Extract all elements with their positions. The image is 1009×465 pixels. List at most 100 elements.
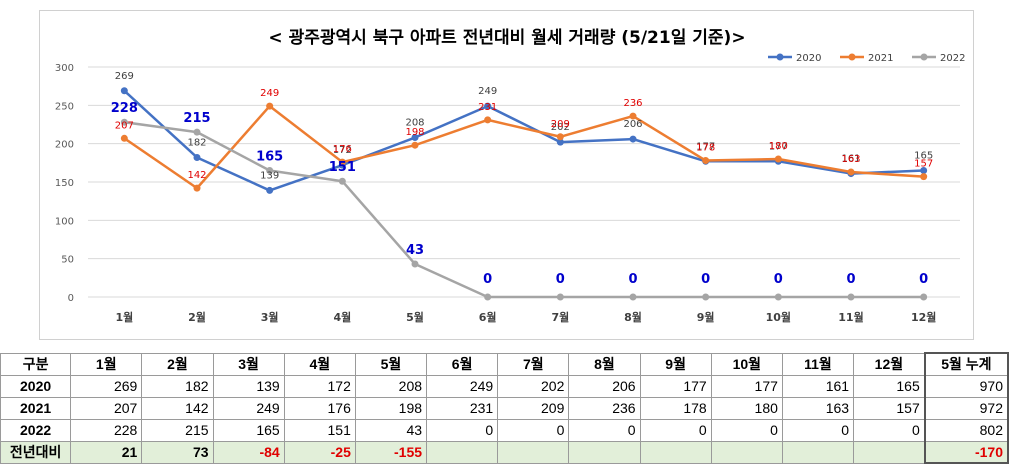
data-label-2022: 151 [329, 160, 356, 175]
y-tick-label: 200 [55, 140, 74, 151]
table-row: 2022 228 215 165 151 43 0 0 0 0 0 0 0 802 [0, 418, 1009, 442]
table-cell: 0 [497, 418, 570, 442]
table-cell: 249 [426, 374, 499, 398]
point-2022 [702, 293, 710, 301]
data-label-2020: 269 [115, 71, 134, 82]
point-2020 [411, 134, 419, 142]
point-2022 [484, 293, 492, 301]
table-cell [710, 440, 783, 464]
point-2022 [411, 260, 419, 268]
point-2021 [920, 173, 928, 181]
chart-panel: < 광주광역시 북구 아파트 전년대비 월세 거래량 (5/21일 기준)> 0 5… [39, 10, 974, 340]
data-label-2022: 0 [846, 272, 855, 287]
point-2021 [484, 116, 492, 124]
x-tick-label: 4월 [333, 310, 351, 324]
table-cell: 165 [212, 418, 285, 442]
table-cell: 207 [70, 396, 143, 420]
data-label-2020: 165 [914, 151, 933, 162]
table-cell: 0 [639, 418, 712, 442]
table-cell: 215 [141, 418, 214, 442]
x-tick-label: 8월 [624, 310, 642, 324]
series-line-2022 [124, 120, 924, 299]
row-label: 전년대비 [0, 440, 72, 464]
table-cell: 0 [781, 418, 855, 442]
table-cell: 151 [283, 418, 356, 442]
legend-label-2020: 2020 [796, 53, 821, 64]
table-header-cell: 9월 [639, 352, 712, 376]
x-tick-label: 6월 [479, 310, 497, 324]
point-2021 [266, 102, 274, 110]
table-cell: 0 [426, 418, 499, 442]
data-label-2021: 207 [115, 120, 134, 131]
x-tick-label: 11월 [838, 310, 863, 324]
x-tick-label: 3월 [261, 310, 279, 324]
point-2021 [556, 133, 564, 141]
point-2022 [774, 293, 782, 301]
point-2020 [629, 135, 637, 143]
row-label: 2020 [0, 374, 72, 398]
point-2020 [920, 167, 928, 174]
table-cell: 165 [853, 374, 926, 398]
table-cell: 73 [141, 440, 214, 464]
point-2022 [556, 293, 564, 301]
table-cell: 228 [70, 418, 143, 442]
data-label-2022: 0 [701, 272, 710, 287]
table-header-cell: 구분 [0, 352, 72, 376]
total-cell: -170 [923, 440, 1009, 464]
point-2021 [774, 155, 782, 163]
table-header-cell: 11월 [781, 352, 855, 376]
data-label-2022: 228 [111, 101, 138, 116]
table-cell: -155 [354, 440, 428, 464]
data-label-2021: 163 [841, 154, 860, 165]
table-row: 2020 269 182 139 172 208 249 202 206 177 177 161 165… [0, 374, 1009, 398]
table-cell: 43 [354, 418, 428, 442]
point-2021 [120, 134, 128, 142]
total-cell: 970 [923, 374, 1009, 398]
table-row-diff: 전년대비 21 73 -84 -25 -155 -170 [0, 440, 1009, 464]
data-label-2020: 172 [333, 145, 352, 156]
table-cell: 161 [781, 374, 855, 398]
point-2022 [629, 293, 637, 301]
table-header-row: 구분 1월 2월 3월 4월 5월 6월 7월 8월 9월 10월 11월 12월 5월 누계 [0, 352, 1009, 376]
table-cell: 249 [212, 396, 285, 420]
data-label-2020: 249 [478, 86, 497, 97]
table-header-cell: 12월 [853, 352, 926, 376]
data-label-2020: 161 [841, 154, 860, 165]
table-cell [426, 440, 499, 464]
y-tick-label: 250 [55, 101, 74, 112]
point-2021 [411, 141, 419, 149]
point-2021 [847, 168, 855, 176]
table-cell [853, 440, 926, 464]
data-label-2021: 198 [405, 127, 424, 138]
table-header-cell: 6월 [426, 352, 499, 376]
table-cell: 0 [568, 418, 641, 442]
table-cell: 202 [497, 374, 570, 398]
x-tick-label: 9월 [697, 310, 715, 324]
point-2022 [120, 118, 128, 126]
line-chart: < 광주광역시 북구 아파트 전년대비 월세 거래량 (5/21일 기준)> 0 5… [55, 28, 966, 324]
table-cell: 182 [141, 374, 214, 398]
data-label-2020: 177 [696, 141, 715, 152]
series-line-2020 [123, 89, 924, 192]
row-label: 2021 [0, 396, 72, 420]
table-cell [781, 440, 855, 464]
point-2021 [338, 158, 346, 166]
x-tick-label: 1월 [115, 310, 133, 324]
series-line-2021 [123, 104, 924, 190]
data-label-2021: 249 [260, 88, 279, 99]
legend-marker-2020 [776, 53, 784, 61]
y-tick-label: 0 [68, 293, 74, 304]
data-label-2021: 176 [333, 144, 352, 155]
data-label-2021: 231 [478, 102, 497, 113]
data-label-2021: 180 [769, 141, 788, 152]
point-2020 [484, 102, 492, 110]
table-cell: 177 [710, 374, 783, 398]
point-2022 [847, 293, 855, 301]
table-cell: 269 [70, 374, 143, 398]
x-tick-label: 12월 [911, 310, 936, 324]
y-tick-label: 50 [61, 255, 74, 266]
table-cell [497, 440, 570, 464]
point-2020 [266, 186, 274, 194]
table-cell: -25 [283, 440, 356, 464]
table-cell: 139 [212, 374, 285, 398]
